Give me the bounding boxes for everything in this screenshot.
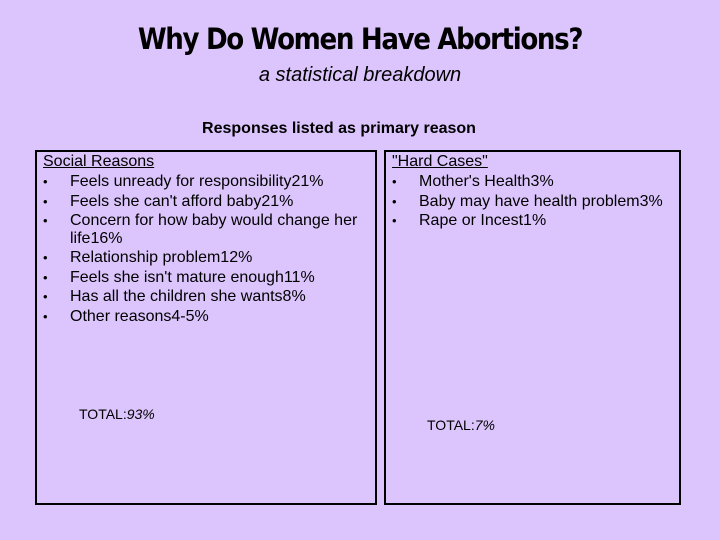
list-item: • Concern for how baby would change her l… [37,212,371,247]
bullet-icon: • [43,308,48,324]
list-item-text: Has all the children she wants8% [70,288,306,305]
bullet-icon: • [392,193,397,209]
list-item-text: Rape or Incest1% [419,212,547,229]
bullet-icon: • [43,269,48,285]
total-label: TOTAL: [79,406,127,422]
bullet-icon: • [43,174,48,189]
list-item: • Other reasons4-5% [37,308,371,326]
total-label: TOTAL: [427,417,475,433]
list-item-text: Feels she isn't mature enough11% [70,268,315,286]
hard-cases-box: "Hard Cases" • Mother's Health3% • Baby ma… [384,150,681,505]
total-value: 93% [126,406,155,422]
slide-title: Why Do Women Have Abortions? [137,22,584,56]
bullet-icon: • [43,289,48,304]
bullet-icon: • [43,213,48,228]
list-item: • Feels unready for responsibility21% [37,173,371,191]
list-item-text: Baby may have health problem3% [419,192,663,210]
bullet-icon: • [392,174,397,189]
slide-subtitle: a statistical breakdown [258,64,462,86]
list-item: • Relationship problem12% [37,249,371,267]
list-item-text: Feels unready for responsibility21% [70,173,324,190]
social-reasons-box: Social Reasons • Feels unready for respon… [35,150,377,505]
list-item-text: Feels she can't afford baby21% [70,192,294,210]
social-reasons-header: Social Reasons [43,153,155,170]
hard-cases-list: • Mother's Health3% • Baby may have health… [386,173,675,232]
hard-cases-total: TOTAL:7% [427,417,495,433]
list-item-text: Mother's Health3% [419,173,554,190]
social-reasons-list: • Feels unready for responsibility21% • Fe… [37,173,371,327]
social-reasons-total: TOTAL:93% [79,406,155,422]
total-value: 7% [474,417,495,433]
hard-cases-header: "Hard Cases" [392,153,488,170]
list-item: • Rape or Incest1% [386,212,675,230]
list-item: • Baby may have health problem3% [386,193,675,211]
section-heading: Responses listed as primary reason [202,120,476,137]
bullet-icon: • [392,213,397,228]
list-item: • Feels she isn't mature enough11% [37,269,371,287]
list-item-text: Relationship problem12% [70,249,253,266]
bullet-icon: • [43,250,48,265]
list-item: • Mother's Health3% [386,173,675,191]
bullet-icon: • [43,193,48,209]
list-item: • Has all the children she wants8% [37,288,371,306]
list-item-text: Other reasons4-5% [70,307,209,325]
list-item: • Feels she can't afford baby21% [37,193,371,211]
list-item-text: Concern for how baby would change her li… [70,212,358,247]
